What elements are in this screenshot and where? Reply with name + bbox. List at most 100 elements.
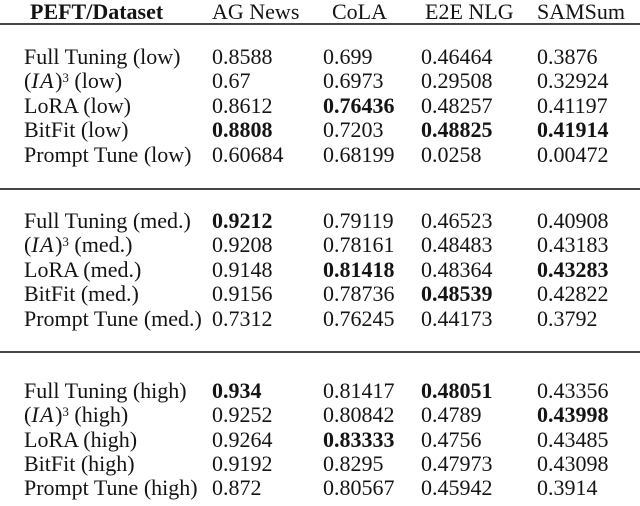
cell-samsum: 0.43098: [537, 451, 609, 477]
row-label-text: LoRA (high): [24, 426, 138, 452]
row-label-text: Prompt Tune (low): [24, 141, 192, 167]
cell-e2e-nlg: 0.48825: [421, 117, 493, 143]
row-label-text: BitFit (med.): [24, 281, 139, 307]
cell-cola: 0.79119: [323, 207, 394, 233]
cell-e2e-nlg: 0.46523: [421, 207, 493, 233]
row-label-text: Full Tuning (high): [24, 377, 187, 403]
cell-e2e-nlg: 0.45942: [421, 475, 493, 501]
table-row: (IA)3 (med.) 0.9208 0.78161 0.48483 0.43…: [0, 232, 640, 258]
row-label: LoRA (high): [24, 426, 212, 452]
table-section-high: Full Tuning (high) 0.934 0.81417 0.48051…: [0, 353, 640, 501]
row-label: LoRA (low): [24, 92, 212, 118]
row-label: Full Tuning (low): [24, 44, 212, 69]
cell-samsum: 0.41914: [537, 117, 609, 143]
row-label-paren: ): [55, 402, 63, 428]
table-row: LoRA (low) 0.8612 0.76436 0.48257 0.4119…: [0, 92, 640, 118]
row-label-superscript: 3: [62, 69, 69, 85]
cell-samsum: 0.40908: [537, 207, 609, 233]
cell-ag-news: 0.9156: [212, 281, 273, 307]
cell-samsum: 0.3876: [537, 44, 598, 69]
cell-samsum: 0.3914: [537, 475, 598, 501]
row-label: BitFit (med.): [24, 281, 212, 307]
cell-e2e-nlg: 0.48364: [421, 256, 493, 282]
row-label-text: (: [24, 402, 32, 428]
table-row: (IA)3 (high) 0.9252 0.80842 0.4789 0.439…: [0, 402, 640, 428]
row-label-suffix: (high): [68, 402, 129, 428]
cell-samsum: 0.43283: [537, 256, 609, 282]
cell-cola: 0.76436: [323, 92, 395, 118]
row-label-text: Full Tuning (low): [24, 44, 181, 69]
cell-e2e-nlg: 0.46464: [421, 44, 493, 69]
cell-e2e-nlg: 0.0258: [421, 141, 482, 167]
cell-cola: 0.83333: [323, 426, 395, 452]
cell-e2e-nlg: 0.48483: [421, 232, 493, 258]
row-label: BitFit (low): [24, 117, 212, 143]
column-header-e2e-nlg: E2E NLG: [425, 0, 514, 24]
cell-samsum: 0.43183: [537, 232, 609, 258]
row-label-text: LoRA (low): [24, 92, 131, 118]
row-label-text: BitFit (low): [24, 117, 129, 143]
cell-ag-news: 0.67: [212, 68, 251, 94]
column-header-ag-news: AG News: [212, 0, 300, 24]
row-label-text: Prompt Tune (high): [24, 475, 198, 501]
row-label: Full Tuning (med.): [24, 207, 212, 233]
cell-cola: 0.81417: [323, 377, 395, 403]
cell-e2e-nlg: 0.44173: [421, 305, 493, 331]
cell-ag-news: 0.60684: [212, 141, 284, 167]
table-row: LoRA (high) 0.9264 0.83333 0.4756 0.4348…: [0, 426, 640, 452]
cell-ag-news: 0.7312: [212, 305, 273, 331]
row-label-suffix: (low): [68, 68, 123, 94]
cell-ag-news: 0.9264: [212, 426, 273, 452]
cell-ag-news: 0.9148: [212, 256, 273, 282]
table-row: Full Tuning (high) 0.934 0.81417 0.48051…: [0, 377, 640, 403]
cell-cola: 0.699: [323, 44, 373, 69]
cell-samsum: 0.43356: [537, 377, 609, 403]
row-label-text: LoRA (med.): [24, 256, 142, 282]
row-label: Prompt Tune (med.): [24, 306, 212, 331]
cell-samsum: 0.41197: [537, 92, 608, 118]
cell-samsum: 0.3792: [537, 305, 598, 331]
row-label-text: Full Tuning (med.): [24, 207, 191, 233]
cell-ag-news: 0.9192: [212, 451, 273, 477]
row-label: Prompt Tune (low): [24, 141, 212, 167]
cell-e2e-nlg: 0.48539: [421, 281, 493, 307]
row-label-superscript: 3: [62, 233, 69, 249]
row-label-suffix: (med.): [68, 232, 133, 258]
table-section-low: Full Tuning (low) 0.8588 0.699 0.46464 0…: [0, 25, 640, 190]
cell-cola: 0.8295: [323, 451, 384, 477]
row-label: Prompt Tune (high): [24, 476, 212, 500]
row-label-paren: ): [55, 68, 63, 94]
cell-e2e-nlg: 0.47973: [421, 451, 493, 477]
table-header-row: PEFT/Dataset AG News CoLA E2E NLG SAMSum: [0, 0, 640, 25]
cell-samsum: 0.43485: [537, 426, 609, 452]
row-label-superscript: 3: [62, 403, 69, 419]
row-label-text: (: [24, 232, 32, 258]
row-label-text: BitFit (high): [24, 451, 135, 477]
table-row: BitFit (high) 0.9192 0.8295 0.47973 0.43…: [0, 451, 640, 477]
row-label: (IA)3 (low): [24, 69, 212, 93]
cell-samsum: 0.43998: [537, 402, 609, 428]
cell-ag-news: 0.934: [212, 377, 262, 403]
cell-cola: 0.78736: [323, 281, 395, 307]
table-row: Prompt Tune (high) 0.872 0.80567 0.45942…: [0, 475, 640, 501]
cell-cola: 0.76245: [323, 305, 395, 331]
cell-ag-news: 0.9212: [212, 207, 273, 233]
table-row: BitFit (med.) 0.9156 0.78736 0.48539 0.4…: [0, 281, 640, 307]
table-row: Full Tuning (med.) 0.9212 0.79119 0.4652…: [0, 207, 640, 233]
cell-cola: 0.68199: [323, 141, 395, 167]
table-section-med: Full Tuning (med.) 0.9212 0.79119 0.4652…: [0, 190, 640, 353]
table-row: Prompt Tune (low) 0.60684 0.68199 0.0258…: [0, 141, 640, 167]
cell-ag-news: 0.9208: [212, 232, 273, 258]
column-header-cola: CoLA: [332, 0, 387, 24]
cell-cola: 0.7203: [323, 117, 384, 143]
cell-cola: 0.80842: [323, 402, 395, 428]
row-label: (IA)3 (med.): [24, 233, 212, 257]
cell-e2e-nlg: 0.4789: [421, 402, 482, 428]
row-label-math-italic: IA: [31, 68, 56, 94]
cell-ag-news: 0.8588: [212, 44, 273, 69]
table-row: Prompt Tune (med.) 0.7312 0.76245 0.4417…: [0, 305, 640, 331]
column-header-samsum: SAMSum: [537, 0, 626, 24]
cell-cola: 0.80567: [323, 475, 395, 501]
row-label-math-italic: IA: [31, 232, 56, 258]
cell-ag-news: 0.8612: [212, 92, 273, 118]
